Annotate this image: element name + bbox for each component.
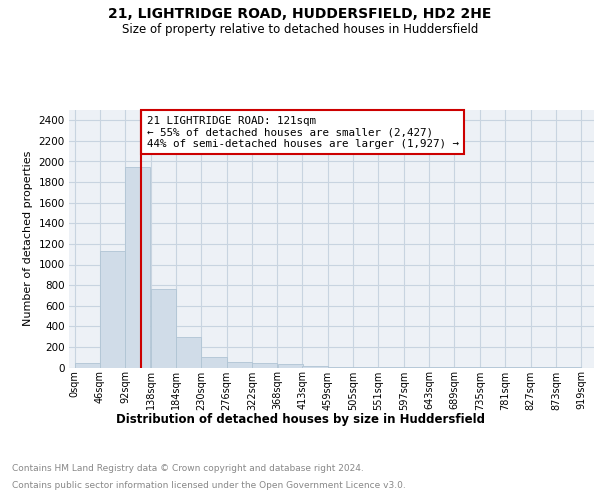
Text: Contains public sector information licensed under the Open Government Licence v3: Contains public sector information licen…	[12, 481, 406, 490]
Bar	[278, 364, 302, 368]
Bar	[328, 366, 353, 368]
Text: 21 LIGHTRIDGE ROAD: 121sqm
← 55% of detached houses are smaller (2,427)
44% of s: 21 LIGHTRIDGE ROAD: 121sqm ← 55% of deta…	[147, 116, 459, 149]
Bar	[227, 362, 252, 368]
Text: Size of property relative to detached houses in Huddersfield: Size of property relative to detached ho…	[122, 22, 478, 36]
Bar	[100, 251, 125, 368]
Bar	[302, 366, 328, 368]
Y-axis label: Number of detached properties: Number of detached properties	[23, 151, 33, 326]
Bar	[202, 356, 227, 368]
Bar	[151, 289, 176, 368]
Text: 21, LIGHTRIDGE ROAD, HUDDERSFIELD, HD2 2HE: 21, LIGHTRIDGE ROAD, HUDDERSFIELD, HD2 2…	[109, 8, 491, 22]
Bar	[252, 363, 277, 368]
Text: Contains HM Land Registry data © Crown copyright and database right 2024.: Contains HM Land Registry data © Crown c…	[12, 464, 364, 473]
Bar	[125, 166, 151, 368]
Bar	[74, 364, 100, 368]
Text: Distribution of detached houses by size in Huddersfield: Distribution of detached houses by size …	[115, 412, 485, 426]
Bar	[176, 336, 201, 368]
